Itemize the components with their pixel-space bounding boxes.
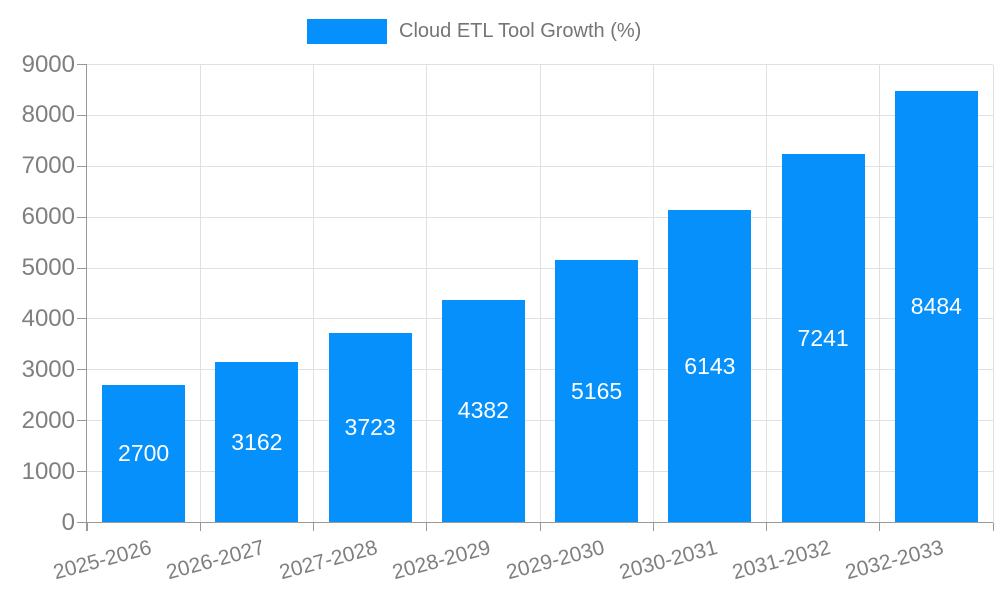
bar[interactable]: 4382 xyxy=(441,299,525,523)
legend-swatch xyxy=(307,19,387,44)
y-axis-tick xyxy=(77,64,87,65)
y-axis-tick-label: 6000 xyxy=(21,203,75,231)
gridline-vertical xyxy=(879,64,881,523)
x-axis-tick xyxy=(879,523,881,531)
gridline-vertical xyxy=(426,64,428,523)
y-axis-tick-label: 8000 xyxy=(21,101,75,129)
bar[interactable]: 6143 xyxy=(668,209,752,523)
gridline-vertical xyxy=(992,64,994,523)
x-axis-tick xyxy=(766,523,767,531)
y-axis-tick-label: 9000 xyxy=(21,50,75,78)
bar-value-label: 7241 xyxy=(797,324,849,351)
y-axis-tick xyxy=(77,471,87,473)
y-axis-tick xyxy=(77,114,87,116)
y-axis-tick xyxy=(77,165,87,167)
y-axis-tick-label: 3000 xyxy=(21,355,75,383)
bar[interactable]: 7241 xyxy=(781,154,865,523)
x-axis-tick xyxy=(652,523,654,531)
y-axis-tick-label: 0 xyxy=(61,508,75,536)
y-axis-tick xyxy=(77,267,87,269)
y-axis-tick-label: 4000 xyxy=(21,304,75,332)
legend-item[interactable]: Cloud ETL Tool Growth (%) xyxy=(307,19,641,44)
bar[interactable]: 3723 xyxy=(328,333,412,523)
bar[interactable]: 8484 xyxy=(894,90,978,523)
bar-value-label: 8484 xyxy=(910,293,962,320)
bar-value-label: 2700 xyxy=(118,440,170,467)
y-axis-tick-label: 5000 xyxy=(21,254,75,282)
y-axis-tick xyxy=(77,318,87,320)
x-axis-tick xyxy=(426,523,428,531)
y-axis-tick xyxy=(77,216,87,218)
bar-value-label: 4382 xyxy=(457,397,509,424)
bar-value-label: 5165 xyxy=(571,377,623,404)
x-axis-tick xyxy=(199,523,201,531)
y-axis-tick xyxy=(77,369,87,371)
gridline-vertical xyxy=(313,64,314,523)
legend-label: Cloud ETL Tool Growth (%) xyxy=(399,20,642,42)
x-axis-tick xyxy=(313,523,314,531)
bar[interactable]: 2700 xyxy=(102,385,186,523)
x-axis-tick xyxy=(86,523,88,531)
gridline-vertical xyxy=(199,64,201,523)
y-axis-tick xyxy=(77,420,87,422)
y-axis-tick-label: 7000 xyxy=(21,152,75,180)
bar[interactable]: 5165 xyxy=(555,259,639,523)
gridline-vertical xyxy=(766,64,767,523)
x-axis-line xyxy=(77,522,993,523)
x-axis-tick xyxy=(992,523,994,531)
y-axis-tick-label: 2000 xyxy=(21,406,75,434)
y-axis-tick-label: 1000 xyxy=(21,457,75,485)
y-axis-line xyxy=(86,64,87,531)
bar-value-label: 3162 xyxy=(231,428,283,455)
bar-value-label: 6143 xyxy=(684,352,736,379)
bar-value-label: 3723 xyxy=(344,414,396,441)
bar[interactable]: 3162 xyxy=(215,361,299,523)
gridline-vertical xyxy=(652,64,654,523)
gridline-vertical xyxy=(539,64,541,523)
x-axis-tick xyxy=(539,523,541,531)
